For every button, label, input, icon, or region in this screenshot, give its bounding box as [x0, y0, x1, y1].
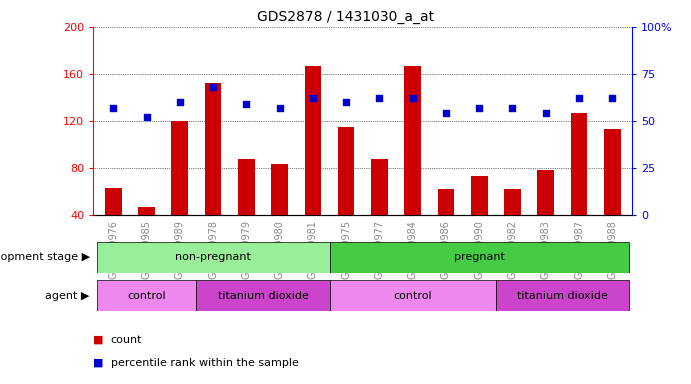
Bar	[471, 176, 488, 215]
Bar	[504, 189, 521, 215]
Bar	[138, 207, 155, 215]
Bar	[238, 159, 255, 215]
Point	[374, 95, 385, 101]
Bar	[538, 170, 554, 215]
Text: non-pregnant: non-pregnant	[175, 252, 251, 262]
Text: count: count	[111, 335, 142, 345]
Bar	[604, 129, 621, 215]
Text: control: control	[127, 291, 166, 301]
Bar	[105, 188, 122, 215]
Text: titanium dioxide: titanium dioxide	[517, 291, 608, 301]
Text: titanium dioxide: titanium dioxide	[218, 291, 308, 301]
Text: ■: ■	[93, 358, 104, 368]
Bar	[97, 242, 330, 273]
Point	[108, 105, 119, 111]
Point	[574, 95, 585, 101]
Point	[474, 105, 485, 111]
Text: pregnant: pregnant	[454, 252, 504, 262]
Bar	[171, 121, 188, 215]
Bar	[196, 280, 330, 311]
Text: agent ▶: agent ▶	[46, 291, 90, 301]
Point	[307, 95, 319, 101]
Point	[240, 101, 252, 107]
Bar	[305, 66, 321, 215]
Bar	[338, 127, 354, 215]
Point	[207, 84, 218, 90]
Point	[341, 99, 352, 105]
Bar	[496, 280, 629, 311]
Text: percentile rank within the sample: percentile rank within the sample	[111, 358, 299, 368]
Bar	[371, 159, 388, 215]
Bar	[272, 164, 288, 215]
Point	[440, 110, 451, 116]
Point	[141, 114, 152, 120]
Bar	[97, 280, 196, 311]
Text: ■: ■	[93, 335, 104, 345]
Bar	[330, 242, 629, 273]
Text: GDS2878 / 1431030_a_at: GDS2878 / 1431030_a_at	[257, 10, 434, 23]
Point	[274, 105, 285, 111]
Bar	[404, 66, 421, 215]
Point	[540, 110, 551, 116]
Text: control: control	[393, 291, 432, 301]
Point	[407, 95, 418, 101]
Point	[607, 95, 618, 101]
Bar	[437, 189, 454, 215]
Bar	[571, 113, 587, 215]
Bar	[330, 280, 496, 311]
Point	[174, 99, 185, 105]
Point	[507, 105, 518, 111]
Text: development stage ▶: development stage ▶	[0, 252, 90, 262]
Bar	[205, 83, 221, 215]
